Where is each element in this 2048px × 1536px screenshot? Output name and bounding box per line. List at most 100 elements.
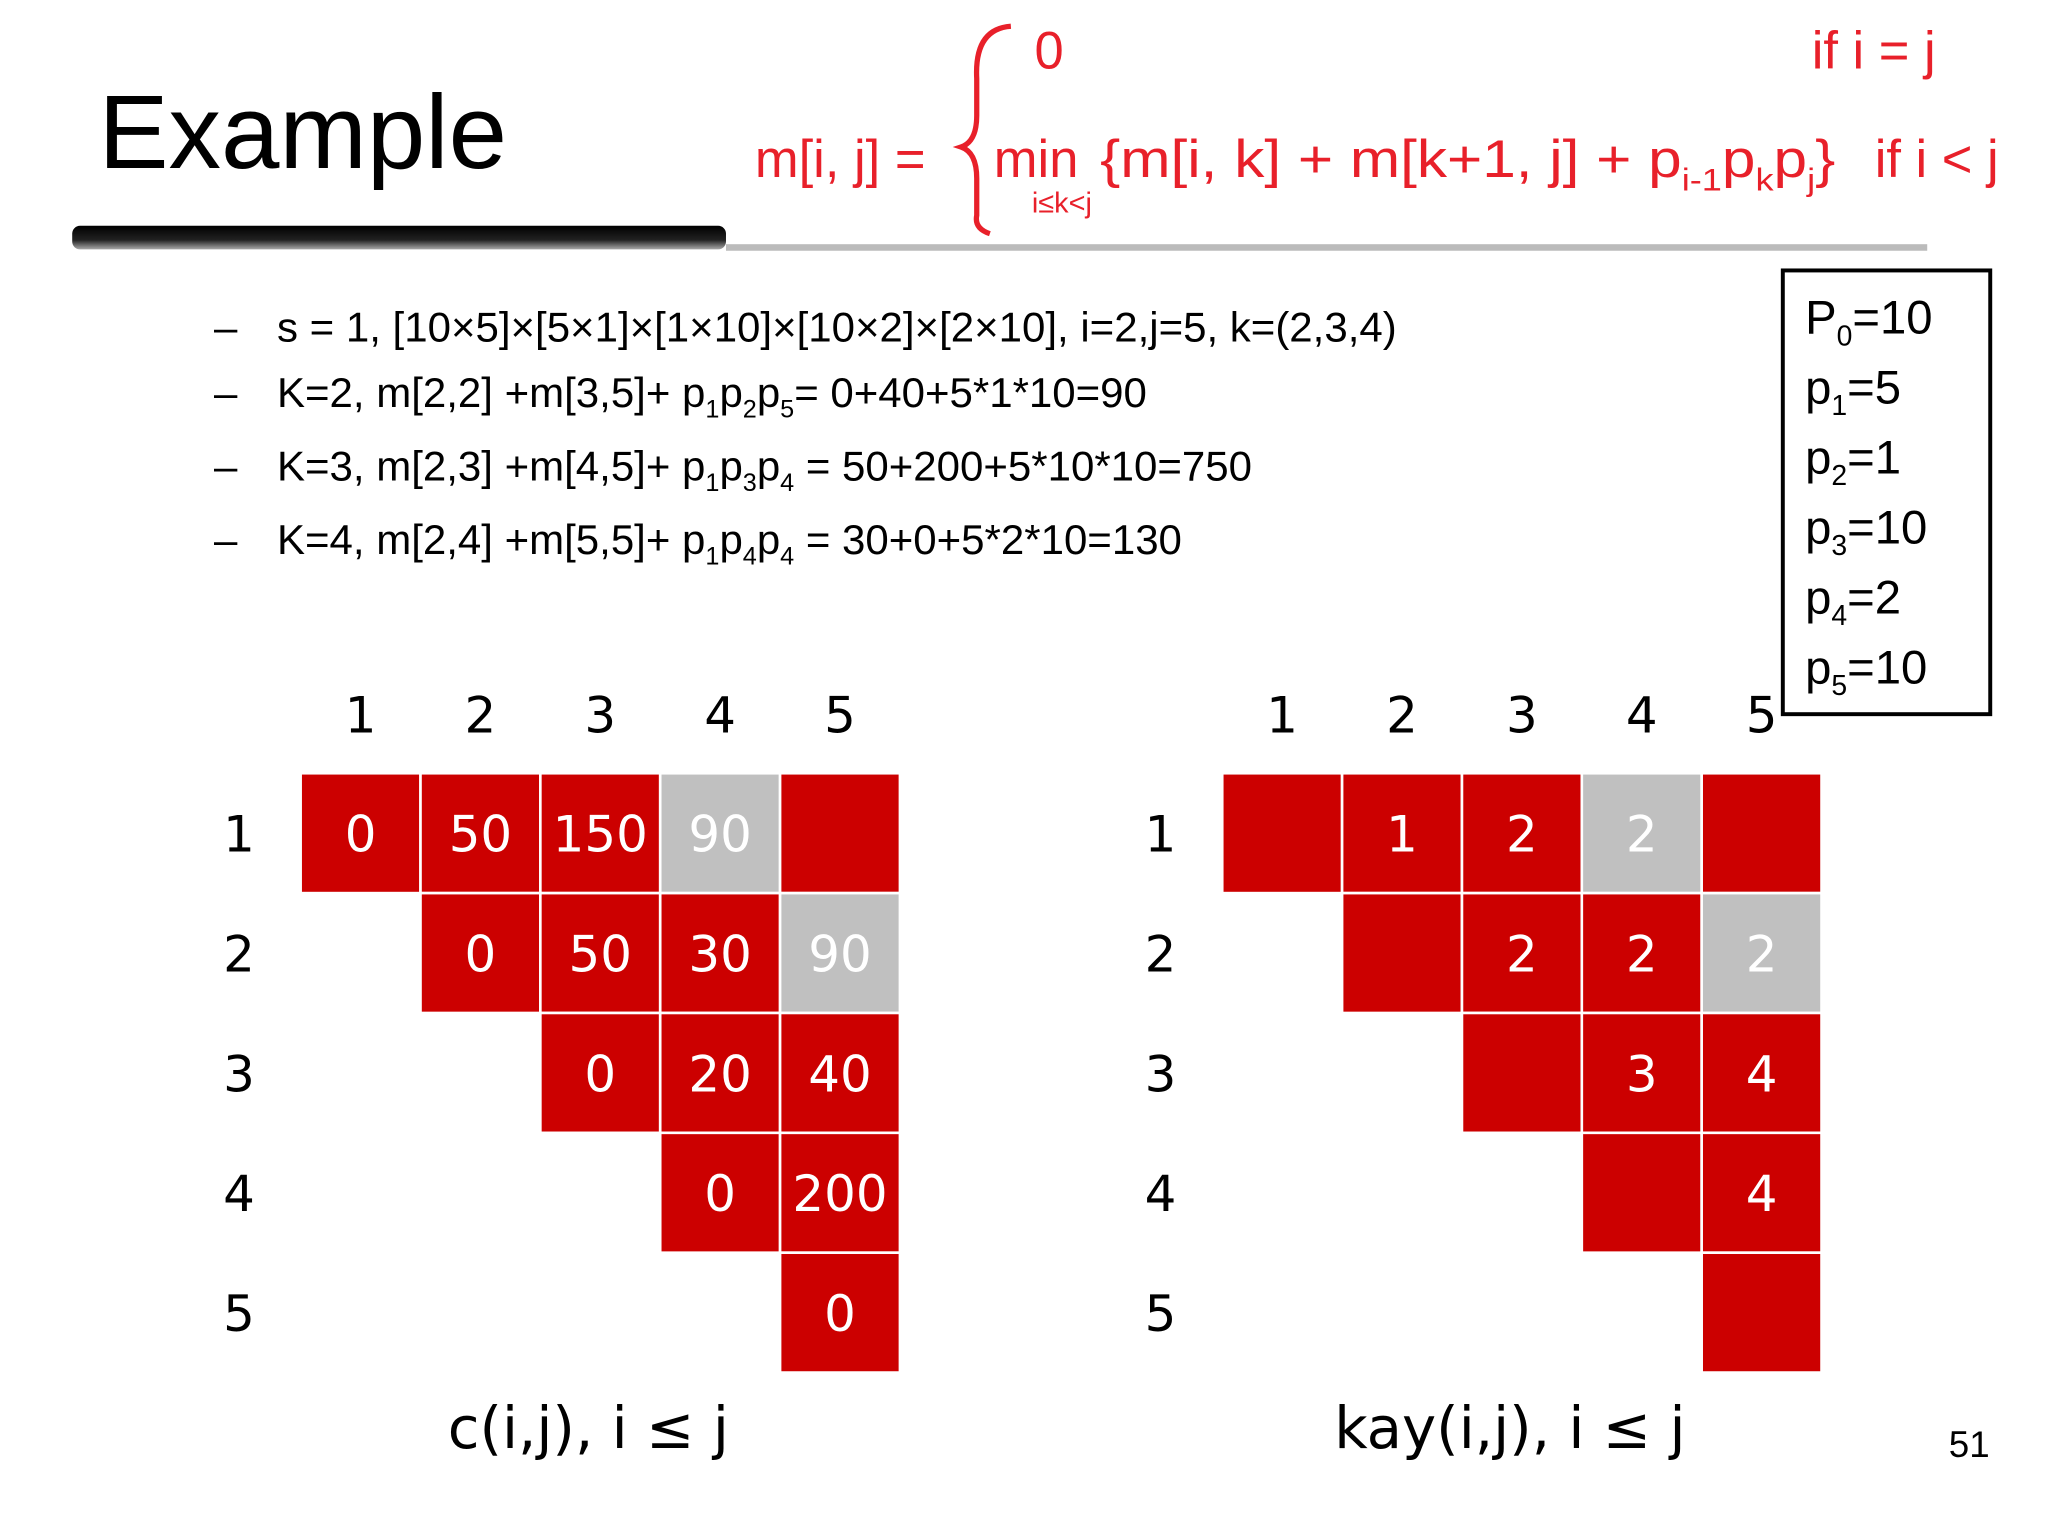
cell-value: 4 bbox=[1746, 1165, 1778, 1223]
segment-sub: 0 bbox=[1837, 320, 1853, 352]
cell-value: 40 bbox=[808, 1045, 871, 1103]
case2-operator: min bbox=[994, 130, 1079, 189]
cell-value: 2 bbox=[1626, 925, 1658, 983]
formula-lhs: m[i, j] = bbox=[755, 130, 926, 189]
cell bbox=[778, 1131, 902, 1255]
cell bbox=[778, 771, 902, 895]
bullet-marker: – bbox=[214, 442, 238, 489]
cell bbox=[1700, 1011, 1823, 1135]
segment-sub: 1 bbox=[1831, 390, 1847, 422]
p-value: p2​=1 bbox=[1805, 431, 1901, 492]
segment-text: p bbox=[719, 369, 742, 416]
bullet-marker: – bbox=[214, 516, 238, 563]
brace bbox=[952, 23, 1012, 237]
segment-sub: 4 bbox=[1831, 600, 1847, 632]
cell-value: 2 bbox=[1506, 925, 1538, 983]
cell bbox=[1460, 891, 1584, 1015]
cell bbox=[1460, 771, 1584, 895]
segment-sub: 4 bbox=[780, 543, 794, 571]
column-header: 2 bbox=[465, 687, 497, 745]
row-header: 4 bbox=[1145, 1165, 1177, 1223]
segment-text: =2 bbox=[1847, 571, 1901, 624]
segment-sub: 3 bbox=[1831, 530, 1847, 562]
cell bbox=[299, 771, 422, 895]
segment-sub: k bbox=[1755, 161, 1773, 197]
segment-text: } bbox=[1815, 130, 1835, 189]
row-header: 1 bbox=[223, 806, 255, 864]
content: – s = 1, [10×5]×[5×1]×[1×10]×[10×2]×[2×10… bbox=[214, 291, 1990, 1465]
cell-value: 0 bbox=[824, 1285, 856, 1343]
segment-sub: 4 bbox=[743, 543, 757, 571]
bullet-text: K=3, m[2,3] +m[4,5]+ p1​p3​p4​ = 50+200+… bbox=[277, 442, 1252, 497]
segment-sub: 1 bbox=[705, 469, 719, 497]
page-number: 51 bbox=[1949, 1424, 1990, 1465]
segment-sub: 2 bbox=[1831, 460, 1847, 492]
cell bbox=[1580, 1131, 1703, 1255]
cell bbox=[419, 891, 542, 1015]
cell-value: 3 bbox=[1626, 1045, 1658, 1103]
cell bbox=[1700, 771, 1823, 895]
segment-text: p bbox=[1805, 641, 1831, 694]
cell bbox=[1460, 1011, 1584, 1135]
cell bbox=[1340, 891, 1464, 1015]
row-header: 2 bbox=[223, 925, 255, 983]
cell bbox=[1580, 891, 1703, 1015]
segment-text: =5 bbox=[1847, 361, 1901, 414]
segment-sub: 1 bbox=[705, 395, 719, 423]
p-value: p4​=2 bbox=[1805, 571, 1901, 632]
segment-text: = 0+40+5*1*10=90 bbox=[794, 369, 1147, 416]
segment-sub: i-1 bbox=[1682, 161, 1722, 197]
header-rule bbox=[725, 244, 1928, 251]
segment-text: K=2, m[2,2] +m[3,5]+ p bbox=[277, 369, 705, 416]
cell-value: 150 bbox=[553, 806, 648, 864]
segment-text: P bbox=[1805, 291, 1837, 344]
cell bbox=[1580, 1011, 1703, 1135]
bullet-marker: – bbox=[214, 369, 238, 416]
segment-sub: 1 bbox=[705, 543, 719, 571]
segment-sub: 3 bbox=[743, 469, 757, 497]
table-caption: kay(i,j), i ≤ j bbox=[1334, 1394, 1685, 1462]
cell bbox=[539, 1011, 662, 1135]
case1-value: 0 bbox=[1035, 21, 1064, 80]
cell-value: 200 bbox=[792, 1165, 887, 1223]
row-header: 3 bbox=[223, 1045, 255, 1103]
segment-text: p bbox=[1805, 361, 1831, 414]
segment-text: K=4, m[2,4] +m[5,5]+ p bbox=[277, 516, 705, 563]
segment-sub: 5 bbox=[780, 395, 794, 423]
row-header: 3 bbox=[1145, 1045, 1177, 1103]
title: Example bbox=[98, 74, 507, 191]
segment-text: p bbox=[1805, 571, 1831, 624]
cell bbox=[419, 771, 542, 895]
cell bbox=[658, 891, 782, 1015]
cell bbox=[1700, 891, 1823, 1015]
cell-value: 50 bbox=[569, 925, 632, 983]
column-header: 3 bbox=[1506, 687, 1538, 745]
cell-value: 90 bbox=[808, 925, 871, 983]
column-header: 1 bbox=[1266, 687, 1298, 745]
segment-text: p bbox=[719, 516, 742, 563]
segment-text: p bbox=[1722, 130, 1756, 189]
cell-value: 0 bbox=[584, 1045, 616, 1103]
cell-value: 0 bbox=[345, 806, 377, 864]
segment-text: K=3, m[2,3] +m[4,5]+ p bbox=[277, 442, 705, 489]
header-bar bbox=[72, 225, 726, 250]
cell-value: 0 bbox=[465, 925, 497, 983]
segment-sub: 4 bbox=[780, 469, 794, 497]
case1-condition: if i = j bbox=[1812, 21, 1936, 80]
segment-text: p bbox=[757, 369, 780, 416]
segment-text: = 50+200+5*10*10=750 bbox=[794, 442, 1252, 489]
segment-text: =10 bbox=[1847, 501, 1927, 554]
row-header: 5 bbox=[223, 1285, 255, 1343]
bullet-text: K=4, m[2,4] +m[5,5]+ p1​p4​p4​ = 30+0+5*… bbox=[277, 516, 1182, 571]
segment-text: = 30+0+5*2*10=130 bbox=[794, 516, 1182, 563]
cell-value: 2 bbox=[1626, 806, 1658, 864]
cell bbox=[778, 1011, 902, 1135]
row-header: 5 bbox=[1145, 1285, 1177, 1343]
case2-range: i≤k<j bbox=[1032, 188, 1092, 220]
row-header: 2 bbox=[1145, 925, 1177, 983]
cell-value: 20 bbox=[688, 1045, 751, 1103]
cell bbox=[1340, 771, 1464, 895]
segment-text: =10 bbox=[1847, 641, 1927, 694]
bullet-marker: – bbox=[214, 303, 238, 350]
